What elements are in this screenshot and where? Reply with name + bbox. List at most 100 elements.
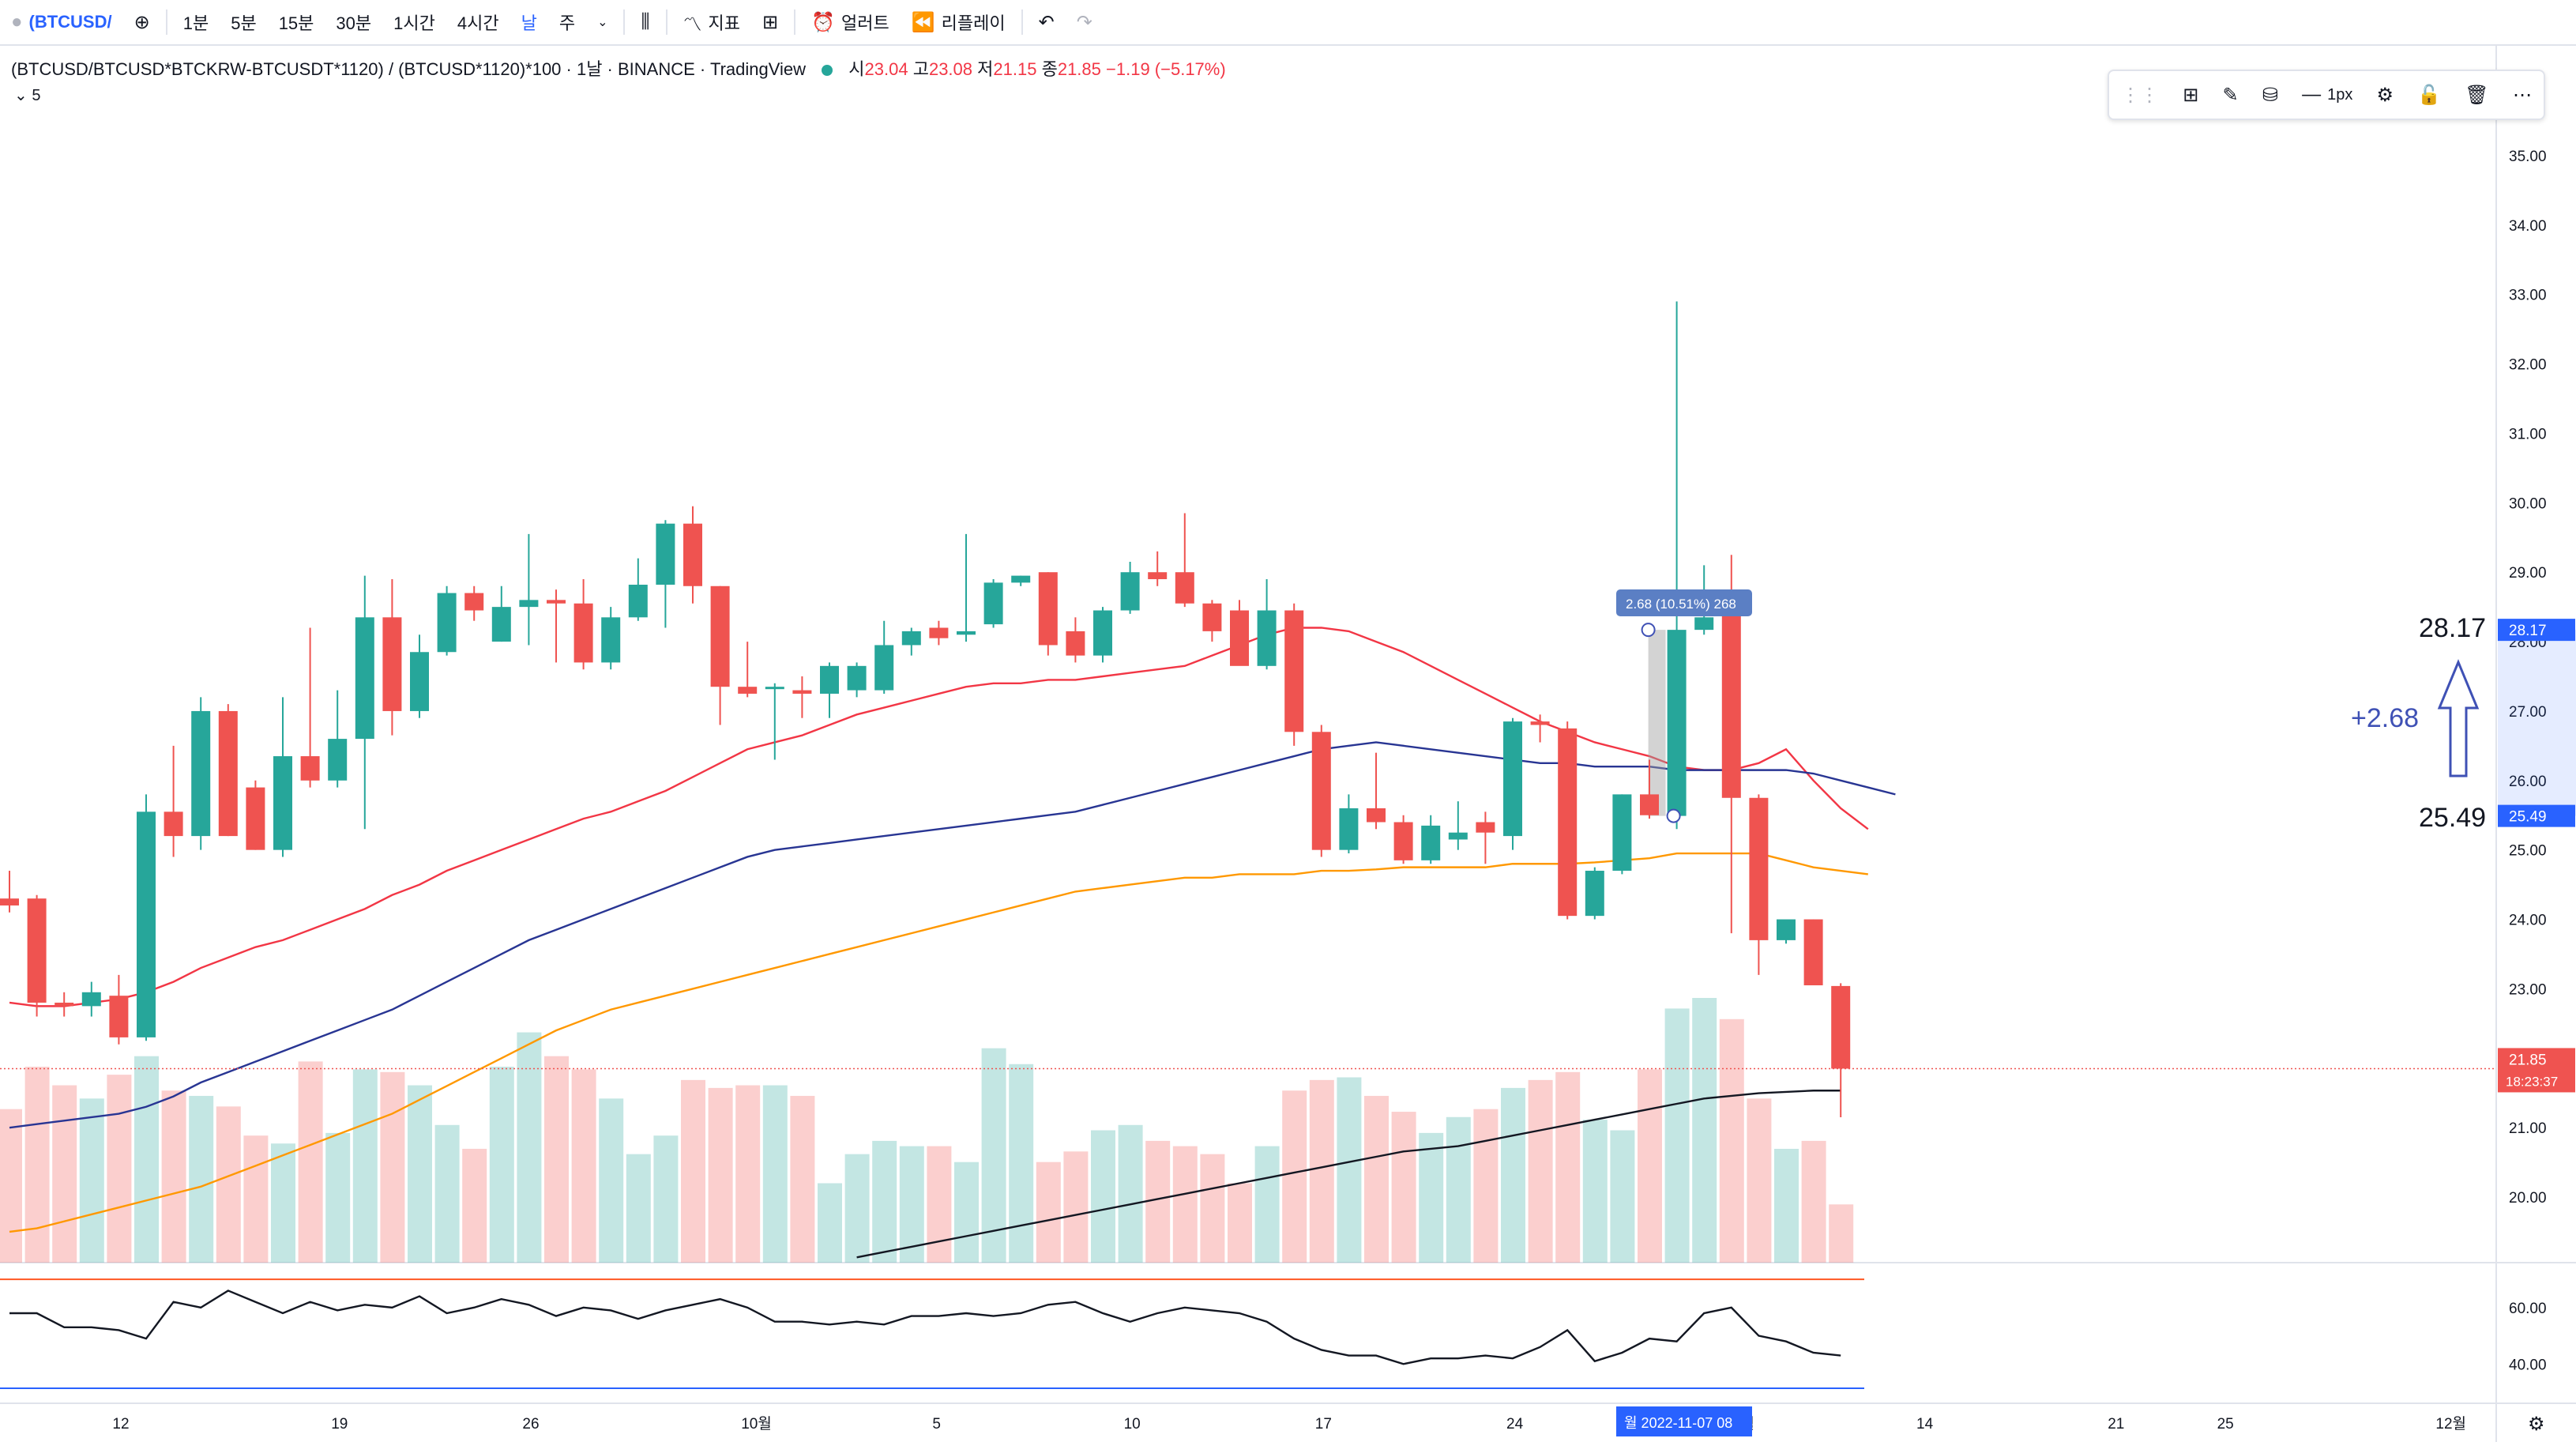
price-tick-label: 24.00	[2509, 913, 2547, 929]
candle-body	[410, 652, 429, 711]
range-top-badge-text: 28.17	[2509, 623, 2547, 639]
candle-body	[1311, 732, 1331, 850]
volume-bar	[1501, 1087, 1525, 1263]
candle-body	[164, 811, 183, 837]
volume-bar	[380, 1071, 405, 1263]
candle-body	[1640, 794, 1659, 815]
more-icon[interactable]: ⋯	[2512, 84, 2532, 106]
volume-bar	[1118, 1124, 1143, 1263]
time-tick-label: 19	[331, 1416, 348, 1433]
oscillator-tick-label: 60.00	[2509, 1301, 2547, 1317]
pencil-icon[interactable]: ✎	[2222, 84, 2239, 106]
candle-body	[820, 665, 839, 694]
volume-bar	[1528, 1079, 1553, 1263]
volume-bar	[1473, 1109, 1499, 1263]
chart-type-button[interactable]: ⫼	[630, 0, 660, 44]
candle-body	[1257, 610, 1277, 666]
measure-end-point	[1666, 808, 1681, 823]
interval-30m[interactable]: 30분	[336, 13, 372, 33]
lock-icon[interactable]: 🔓	[2417, 84, 2442, 106]
candle-body	[109, 996, 129, 1037]
candle-body	[1011, 575, 1031, 583]
candle-body	[628, 585, 648, 618]
candle-body	[929, 627, 949, 638]
volume-bar	[1063, 1151, 1089, 1263]
symbol-button[interactable]: ● (BTCUSD/	[0, 0, 123, 44]
redo-icon: ↷	[1076, 11, 1092, 33]
candle-body	[1175, 572, 1194, 604]
toolbar-divider	[623, 9, 626, 35]
candle-body	[1339, 808, 1359, 850]
interval-5m[interactable]: 5분	[231, 13, 257, 33]
symbol-logo-icon: ●	[11, 11, 23, 32]
plus-circle-icon: ⊕	[134, 11, 150, 33]
candle-body	[464, 593, 484, 611]
candle-body	[1558, 728, 1578, 917]
interval-dropdown[interactable]: ⌄	[586, 0, 619, 44]
trash-icon[interactable]: 🗑	[2465, 84, 2489, 106]
redo-button[interactable]: ↷	[1066, 0, 1104, 44]
low-label: 저	[977, 59, 994, 79]
range-top-label: 28.17	[2419, 613, 2487, 643]
layouts-button[interactable]: ⊞	[751, 0, 789, 44]
time-tick-label: 17	[1315, 1416, 1332, 1433]
candle-body	[901, 631, 921, 646]
drag-handle-icon[interactable]: ⋮⋮	[2121, 84, 2160, 106]
volume-bar	[1091, 1130, 1115, 1263]
volume-bar	[1036, 1162, 1061, 1263]
indicators-button[interactable]: 〽 지표	[672, 0, 751, 44]
line-width-button[interactable]: — 1px	[2302, 84, 2353, 105]
interval-day[interactable]: 날	[521, 13, 537, 33]
range-bottom-badge	[2498, 804, 2575, 827]
volume-bar	[79, 1098, 104, 1263]
candle-body	[847, 665, 867, 691]
volume-bar	[653, 1135, 679, 1263]
undo-icon: ↶	[1038, 11, 1055, 33]
interval-15m[interactable]: 15분	[278, 13, 314, 33]
oscillator-line	[9, 1290, 1841, 1365]
time-tick-label: 14	[1916, 1416, 1934, 1433]
interval-4h[interactable]: 4시간	[457, 13, 499, 33]
candle-body	[1066, 631, 1085, 656]
volume-bar	[325, 1132, 351, 1263]
volume-bar	[161, 1090, 186, 1263]
volume-bar	[681, 1079, 705, 1263]
price-tick-label: 23.00	[2509, 981, 2547, 998]
volume-bar	[818, 1183, 842, 1263]
market-status-icon	[822, 65, 833, 77]
candle-body	[1585, 871, 1604, 917]
time-tick-label: 26	[522, 1416, 539, 1433]
volume-ma-line	[856, 1090, 1841, 1259]
fill-bucket-icon[interactable]: ⛁	[2262, 84, 2278, 106]
candle-body	[437, 593, 457, 653]
indicator-collapse-toggle[interactable]: ⌄ 5	[14, 85, 40, 105]
price-tick-label: 34.00	[2509, 218, 2547, 235]
gear-icon[interactable]: ⚙	[2376, 84, 2394, 106]
volume-bar	[1582, 1120, 1608, 1263]
measure-label: 2.68 (10.51%) 268	[1626, 597, 1736, 612]
volume-bar	[1555, 1071, 1581, 1263]
interval-1m[interactable]: 1분	[182, 13, 209, 33]
candle-body	[1831, 985, 1851, 1069]
volume-bar	[517, 1032, 542, 1263]
price-tick-label: 26.00	[2509, 774, 2547, 790]
candle-body	[1777, 919, 1796, 940]
undo-button[interactable]: ↶	[1028, 0, 1066, 44]
interval-week[interactable]: 주	[558, 13, 576, 33]
volume-bar	[1829, 1204, 1854, 1263]
interval-1h[interactable]: 1시간	[393, 13, 435, 33]
price-tick-label: 20.00	[2509, 1190, 2547, 1207]
volume-bar	[434, 1124, 460, 1263]
volume-bar	[1337, 1077, 1362, 1263]
line-width-label: 1px	[2327, 85, 2353, 104]
replay-button[interactable]: ⏪ 리플레이	[901, 0, 1017, 44]
add-symbol-button[interactable]: ⊕	[123, 0, 161, 44]
volume-bar	[52, 1085, 77, 1263]
indicators-icon: 〽	[683, 13, 702, 36]
oscillator-tick-label: 40.00	[2509, 1357, 2547, 1373]
add-template-icon[interactable]: ⊞	[2183, 84, 2199, 106]
alert-button[interactable]: ⏰ 얼러트	[800, 0, 901, 44]
range-change-label: +2.68	[2351, 703, 2420, 733]
